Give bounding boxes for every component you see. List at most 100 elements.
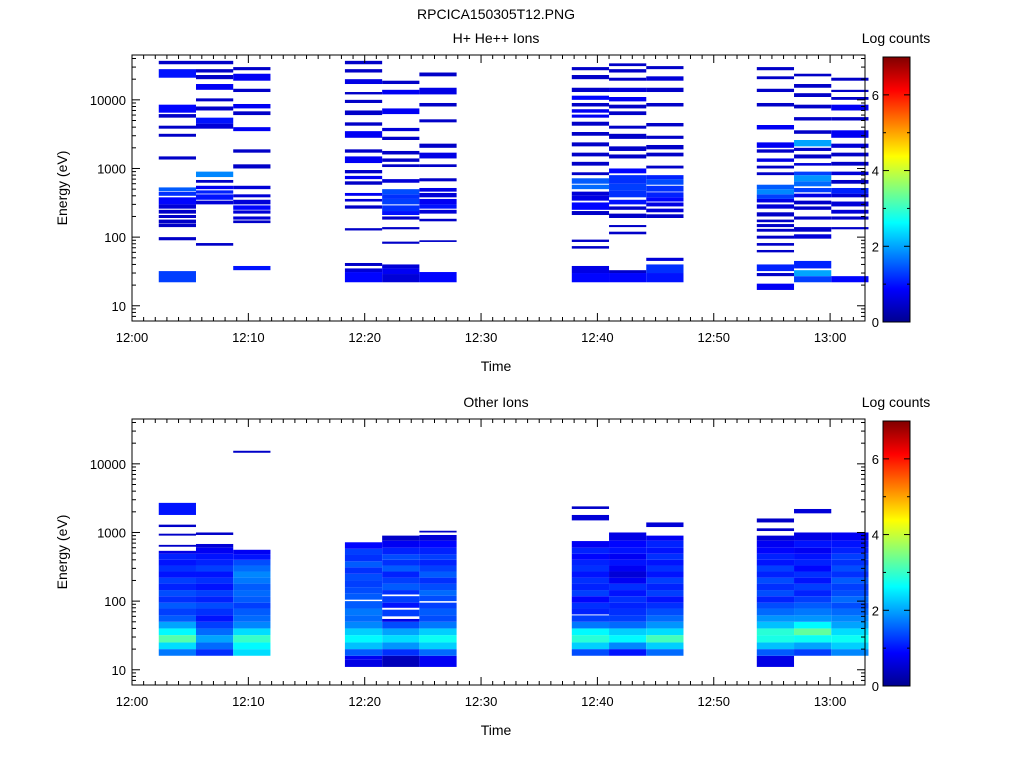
spectrogram-cell xyxy=(382,268,420,275)
spectrogram-cell xyxy=(233,194,271,198)
spectrogram-cell xyxy=(344,79,383,85)
spectrogram-cell xyxy=(571,75,610,80)
spectrogram-cell xyxy=(609,125,647,129)
spectrogram-cell xyxy=(646,185,684,192)
spectrogram-cell xyxy=(646,583,684,591)
spectrogram-cell xyxy=(419,152,457,159)
spectrogram-cell xyxy=(571,195,610,201)
spectrogram-cell xyxy=(756,88,795,93)
spectrogram-cell xyxy=(344,268,383,273)
spectrogram-cell xyxy=(646,635,684,643)
spectrogram-cell xyxy=(646,197,684,202)
spectrogram-cell xyxy=(794,163,832,166)
spectrogram-cell xyxy=(344,615,383,622)
spectrogram-cell xyxy=(195,571,234,578)
spectrogram-cell xyxy=(382,609,420,617)
spectrogram-cell xyxy=(158,69,196,78)
y-tick-label: 100 xyxy=(104,594,126,609)
spectrogram-cell xyxy=(382,547,420,555)
spectrogram-cell xyxy=(794,547,832,554)
spectrogram-cell xyxy=(756,577,795,584)
spectrogram-cell xyxy=(756,283,795,290)
x-tick-label: 12:30 xyxy=(465,694,498,709)
spectrogram-cell xyxy=(233,199,271,205)
spectrogram-cell xyxy=(158,590,196,597)
spectrogram-cell xyxy=(756,535,795,541)
spectrogram-cell xyxy=(794,590,832,597)
spectrogram-cell xyxy=(344,170,383,174)
spectrogram-cell xyxy=(609,168,647,174)
spectrogram-cell xyxy=(756,228,795,232)
spectrogram-cell xyxy=(344,573,383,581)
spectrogram-cell xyxy=(158,237,196,241)
spectrogram-cell xyxy=(756,590,795,597)
spectrogram-cell xyxy=(756,212,795,217)
spectrogram-cell xyxy=(419,559,457,566)
spectrogram-cell xyxy=(609,583,647,591)
spectrogram-cell xyxy=(646,66,684,70)
spectrogram-cell xyxy=(794,234,832,239)
spectrogram-cell xyxy=(831,547,869,554)
spectrogram-cell xyxy=(571,67,610,71)
spectrogram-cell xyxy=(382,274,420,283)
spectrogram-cell xyxy=(382,194,420,199)
spectrogram-cell xyxy=(419,143,457,148)
spectrogram-cell xyxy=(382,571,420,578)
spectrogram-cell xyxy=(233,111,271,116)
colorbar xyxy=(882,420,911,687)
y-tick-label: 1000 xyxy=(97,525,126,540)
spectrogram-cell xyxy=(646,642,684,650)
spectrogram-cell xyxy=(646,559,684,566)
panel-title: Other Ions xyxy=(463,394,528,410)
spectrogram-cell xyxy=(609,596,647,603)
spectrogram-cell xyxy=(419,602,457,609)
spectrogram-cell xyxy=(571,541,610,548)
spectrogram-cell xyxy=(831,77,869,81)
spectrogram-cell xyxy=(831,590,869,597)
plot-frame xyxy=(131,54,866,322)
spectrogram-cell xyxy=(233,220,271,224)
spectrogram-cell xyxy=(571,514,610,521)
spectrogram-cell xyxy=(195,84,234,90)
spectrogram-cell xyxy=(344,587,383,594)
spectrogram-cell xyxy=(158,156,196,160)
spectrogram-cell xyxy=(646,602,684,609)
spectrogram-cell xyxy=(382,164,420,168)
spectrogram-cell xyxy=(831,161,869,166)
spectrogram-cell xyxy=(195,649,234,656)
spectrogram-cell xyxy=(571,628,610,636)
x-axis-label: Time xyxy=(481,358,512,374)
spectrogram-cell xyxy=(382,198,420,205)
spectrogram-cell xyxy=(419,642,457,650)
spectrogram-cell xyxy=(382,241,420,244)
spectrogram-cell xyxy=(646,192,684,198)
spectrogram-cell xyxy=(794,154,832,159)
spectrogram-cell xyxy=(344,60,383,65)
spectrogram-cell xyxy=(609,213,647,218)
spectrogram-cell xyxy=(382,635,420,643)
spectrogram-cell xyxy=(794,260,832,269)
spectrogram-cell xyxy=(195,243,234,246)
spectrogram-cell xyxy=(831,209,869,214)
spectrogram-cell xyxy=(756,249,795,253)
spectrogram-cell xyxy=(794,621,832,629)
spectrogram-cell xyxy=(419,204,457,209)
spectrogram-cell xyxy=(794,193,832,198)
spectrogram-cell xyxy=(233,450,271,453)
spectrogram-cell xyxy=(756,165,795,169)
spectrogram-cell xyxy=(571,142,610,147)
spectrogram-cell xyxy=(756,565,795,572)
spectrogram-cell xyxy=(646,102,684,107)
spectrogram-cell xyxy=(756,204,795,209)
spectrogram-cell xyxy=(646,540,684,548)
spectrogram-cell xyxy=(233,649,271,656)
spectrogram-cell xyxy=(571,565,610,572)
spectrogram-cell xyxy=(646,257,684,261)
colorbar xyxy=(882,56,911,323)
spectrogram-cell xyxy=(419,583,457,591)
spectrogram-cell xyxy=(344,262,383,266)
spectrogram-cell xyxy=(756,649,795,656)
spectrogram-cell xyxy=(158,133,196,137)
spectrogram-cell xyxy=(233,164,271,169)
spectrogram-cell xyxy=(158,223,196,228)
